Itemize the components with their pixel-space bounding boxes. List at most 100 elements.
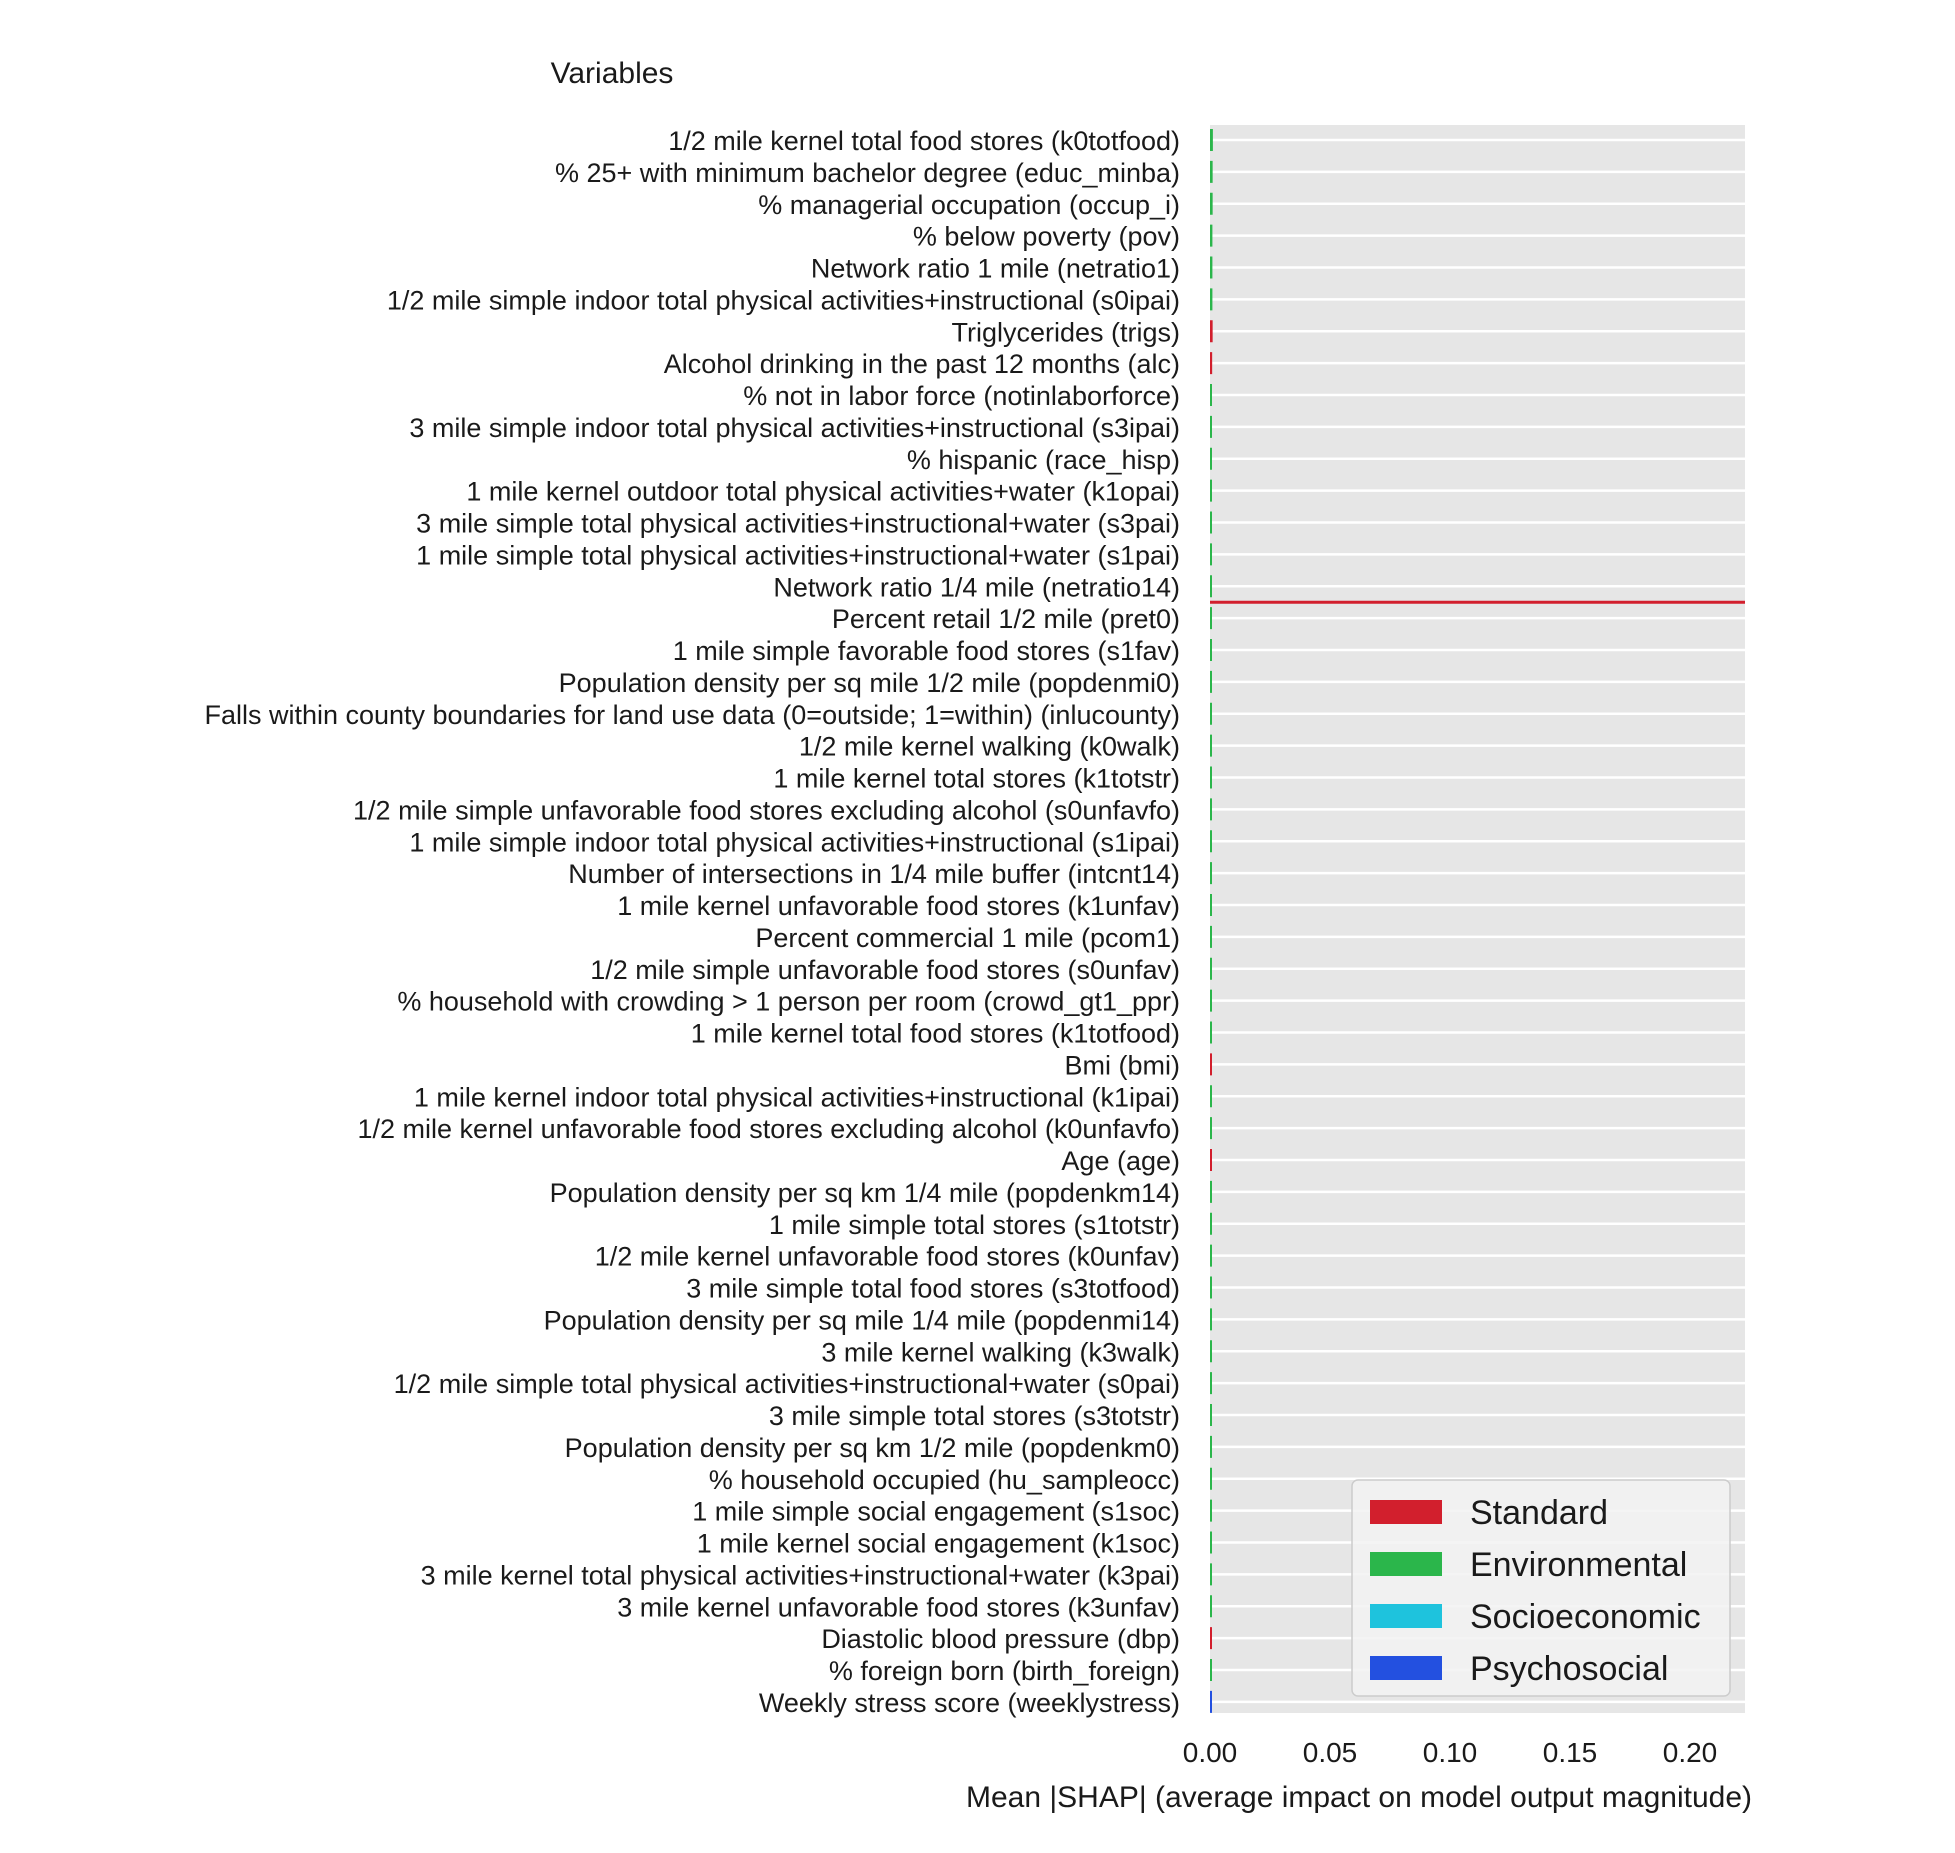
y-tick-label: 1 mile kernel outdoor total physical act… [466,477,1180,507]
y-tick-label: 1/2 mile kernel total food stores (k0tot… [668,126,1180,156]
y-tick-label: Percent retail 1/2 mile (pret0) [832,604,1180,634]
y-tick-label: Number of intersections in 1/4 mile buff… [568,859,1180,889]
bar [1210,1404,1212,1426]
bar [1210,1499,1212,1522]
y-tick-label: Age (age) [1061,1146,1180,1176]
bar [1210,224,1213,247]
legend-label: Socioeconomic [1470,1598,1701,1636]
bar [1210,256,1213,279]
bar [1210,1563,1212,1586]
y-tick-label: 1/2 mile kernel unfavorable food stores … [595,1242,1180,1272]
bar [1210,1276,1212,1299]
y-tick-label: 3 mile simple total stores (s3totstr) [769,1401,1180,1431]
y-tick-label: 1/2 mile simple unfavorable food stores … [590,955,1180,985]
y-tick-label: % household occupied (hu_sampleocc) [709,1465,1180,1495]
bar [1210,766,1212,789]
bar [1210,925,1212,948]
x-tick-labels: 0.00 0.05 0.10 0.15 0.20 [1183,1737,1718,1768]
bar [1210,1595,1212,1618]
y-tick-label: 1 mile simple total physical activities+… [416,540,1180,570]
y-tick-label: 1 mile simple favorable food stores (s1f… [673,636,1180,666]
bar [1210,830,1212,853]
y-tick-label: Population density per sq mile 1/2 mile … [559,668,1180,698]
y-tick-label: Population density per sq mile 1/4 mile … [544,1305,1180,1335]
bar [1210,1085,1212,1108]
y-tick-label: Falls within county boundaries for land … [204,700,1180,730]
y-tick-label: Network ratio 1/4 mile (netratio14) [773,572,1180,602]
bar [1210,1244,1212,1267]
y-tick-label: 1 mile kernel total stores (k1totstr) [773,764,1180,794]
y-tick-label: Network ratio 1 mile (netratio1) [811,254,1180,284]
x-tick-label: 0.20 [1663,1737,1718,1768]
y-tick-label: 1 mile simple indoor total physical acti… [409,827,1180,857]
y-tick-label: % foreign born (birth_foreign) [829,1656,1180,1686]
legend-swatch [1370,1552,1442,1576]
plot-area [1210,125,1745,1713]
bar [1210,798,1212,821]
bar [1210,129,1213,151]
y-tick-label: 1 mile simple social engagement (s1soc) [692,1497,1180,1527]
y-tick-label: 1/2 mile simple indoor total physical ac… [387,285,1180,315]
chart-title: Variables [551,57,674,90]
bar [1210,639,1212,661]
bar [1210,702,1212,725]
bar [1210,543,1212,566]
legend-box [1351,1479,1731,1697]
x-tick-label: 0.00 [1183,1737,1238,1768]
bar [1210,607,1212,630]
bar [1210,1627,1212,1650]
bar [1210,1467,1212,1490]
bar [1210,288,1213,311]
bar [1210,1117,1212,1140]
bar [1210,1308,1212,1331]
bar [1210,1149,1212,1171]
y-tick-label: Bmi (bmi) [1065,1050,1181,1080]
bar [1210,670,1212,693]
bar [1210,352,1213,375]
x-tick-label: 0.10 [1423,1737,1478,1768]
y-tick-label: % below poverty (pov) [913,222,1180,252]
y-tick-label: 3 mile simple total food stores (s3totfo… [686,1274,1180,1304]
y-tick-label: % not in labor force (notinlaborforce) [743,381,1180,411]
y-tick-label: 1/2 mile kernel walking (k0walk) [799,732,1180,762]
y-tick-label: 3 mile kernel walking (k3walk) [821,1337,1180,1367]
y-tick-label: 3 mile simple indoor total physical acti… [409,413,1180,443]
y-tick-label: 1 mile kernel total food stores (k1totfo… [691,1019,1180,1049]
bar [1210,1212,1212,1235]
y-tick-label: Triglycerides (trigs) [951,317,1180,347]
bar [1210,479,1212,502]
y-tick-label: 3 mile kernel total physical activities+… [421,1560,1180,1590]
bar [1210,1435,1212,1458]
y-tick-label: Alcohol drinking in the past 12 months (… [664,349,1180,379]
bar [1210,1340,1212,1363]
bar [1210,734,1212,757]
legend-label: Environmental [1470,1546,1687,1584]
legend: Standard Environmental Socioeconomic Psycho… [1351,1479,1731,1697]
legend-label: Standard [1470,1494,1608,1532]
y-tick-label: Diastolic blood pressure (dbp) [821,1624,1180,1654]
y-tick-label: 3 mile simple total physical activities+… [416,509,1180,539]
bar [1210,1659,1212,1681]
y-tick-label: 1 mile kernel social engagement (k1soc) [697,1529,1180,1559]
bar [1210,384,1212,406]
bar [1210,1021,1212,1044]
bar [1210,989,1212,1012]
y-tick-label: Population density per sq km 1/2 mile (p… [565,1433,1180,1463]
legend-swatch [1370,1604,1442,1628]
y-tick-label: 1/2 mile kernel unfavorable food stores … [358,1114,1180,1144]
y-tick-label: % household with crowding > 1 person per… [397,987,1180,1017]
y-tick-label: Percent commercial 1 mile (pcom1) [755,923,1180,953]
y-tick-label: 3 mile kernel unfavorable food stores (k… [617,1592,1180,1622]
legend-items: Standard Environmental Socioeconomic Psycho… [1370,1494,1701,1688]
y-tick-label: 1/2 mile simple unfavorable food stores … [353,795,1180,825]
bar [1210,320,1213,343]
bar [1210,957,1212,980]
y-tick-labels: 1/2 mile kernel total food stores (k0tot… [204,126,1180,1718]
bar [1210,447,1212,470]
bar [1210,160,1213,183]
y-tick-label: Population density per sq km 1/4 mile (p… [550,1178,1180,1208]
y-tick-label: 1 mile kernel indoor total physical acti… [414,1082,1180,1112]
bar [1210,1531,1212,1554]
bar [1210,1690,1212,1713]
